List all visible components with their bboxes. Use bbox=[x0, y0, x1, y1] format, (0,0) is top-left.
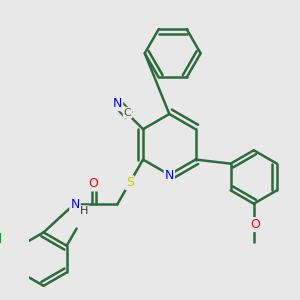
Text: Cl: Cl bbox=[0, 233, 2, 246]
Text: S: S bbox=[126, 176, 134, 189]
Text: C: C bbox=[124, 108, 131, 118]
Text: N: N bbox=[113, 97, 122, 110]
Text: H: H bbox=[80, 206, 88, 216]
Text: N: N bbox=[70, 198, 80, 211]
Text: O: O bbox=[88, 178, 98, 190]
Text: N: N bbox=[165, 169, 174, 182]
Text: O: O bbox=[250, 218, 260, 231]
